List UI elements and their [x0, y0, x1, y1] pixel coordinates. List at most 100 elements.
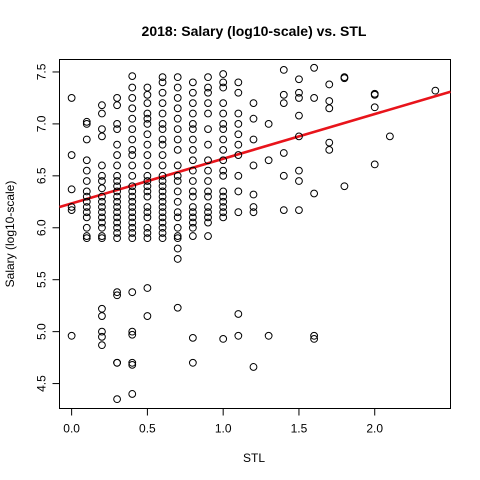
data-point	[188, 99, 197, 108]
data-point	[158, 182, 167, 191]
data-point	[370, 90, 379, 99]
data-point	[310, 335, 319, 343]
data-point	[219, 208, 228, 217]
data-point	[204, 109, 212, 118]
data-point	[234, 187, 243, 196]
data-point	[370, 103, 379, 112]
data-point	[219, 203, 228, 211]
data-point	[128, 94, 137, 102]
data-point	[143, 99, 152, 108]
data-point	[158, 151, 167, 159]
data-point	[143, 284, 152, 292]
data-point	[173, 213, 182, 222]
data-point	[82, 119, 91, 128]
plot-area	[59, 59, 451, 409]
data-point	[219, 156, 228, 165]
data-point	[310, 189, 319, 198]
data-point	[370, 160, 379, 169]
data-point	[204, 208, 212, 217]
data-point	[234, 88, 243, 97]
data-point	[264, 119, 273, 128]
data-point	[234, 331, 243, 340]
data-point	[158, 177, 167, 185]
data-point	[98, 125, 106, 133]
data-point	[325, 138, 334, 147]
data-point	[143, 83, 152, 92]
data-point	[128, 104, 137, 113]
data-point	[143, 109, 152, 118]
data-point	[143, 90, 152, 99]
data-point	[188, 192, 197, 201]
data-point	[128, 203, 137, 211]
data-point	[188, 333, 197, 342]
x-axis-label: STL	[243, 451, 265, 465]
data-point	[234, 78, 243, 87]
data-point	[128, 145, 137, 154]
data-point	[188, 203, 197, 211]
data-point	[98, 304, 106, 313]
data-point	[188, 232, 197, 240]
data-point	[204, 187, 212, 196]
data-point	[143, 171, 152, 180]
data-point	[113, 229, 121, 237]
data-point	[295, 177, 303, 185]
data-point	[173, 223, 182, 232]
data-point	[264, 156, 273, 165]
data-point	[113, 151, 121, 159]
data-point	[219, 213, 228, 222]
data-point	[128, 358, 137, 367]
data-point	[279, 99, 288, 108]
data-point	[249, 99, 258, 108]
data-point	[188, 78, 197, 87]
data-point	[188, 145, 197, 154]
data-point	[128, 125, 137, 133]
data-point	[158, 229, 167, 237]
data-point	[249, 208, 258, 217]
data-point	[113, 203, 121, 211]
data-point	[128, 234, 137, 243]
data-point	[158, 161, 167, 170]
data-point	[98, 132, 106, 141]
data-point	[143, 312, 152, 320]
data-point	[219, 171, 228, 180]
data-point	[113, 177, 121, 185]
data-point	[128, 288, 137, 297]
data-point	[219, 166, 228, 175]
data-point	[143, 114, 152, 123]
data-point	[113, 161, 121, 170]
data-point	[82, 166, 91, 175]
data-point	[98, 234, 106, 243]
data-point	[128, 114, 137, 123]
data-point	[204, 156, 212, 165]
data-point	[98, 161, 106, 170]
data-point	[295, 111, 303, 120]
data-point	[173, 208, 182, 217]
data-point	[431, 86, 440, 95]
data-point	[128, 330, 137, 339]
y-axis: 4.5 5.0 5.5 6.0 6.5 7.0 7.5	[35, 63, 60, 392]
data-point	[113, 125, 121, 133]
data-point	[143, 161, 152, 170]
data-point	[385, 132, 394, 141]
data-point	[279, 90, 288, 99]
data-point	[219, 187, 228, 196]
data-point	[158, 197, 167, 206]
data-point	[279, 206, 288, 215]
data-point	[173, 94, 182, 102]
data-point	[173, 161, 182, 170]
data-point	[98, 184, 106, 193]
data-point	[98, 223, 106, 232]
data-point	[128, 327, 137, 336]
data-point	[67, 94, 76, 102]
data-point	[173, 177, 182, 185]
data-point	[143, 203, 152, 211]
data-point	[325, 104, 334, 113]
data-point	[82, 156, 91, 165]
y-tick-label: 5.0	[35, 323, 49, 340]
data-point	[204, 73, 212, 82]
data-point	[219, 125, 228, 133]
data-point	[67, 203, 76, 211]
data-point	[82, 208, 91, 217]
data-point	[234, 140, 243, 149]
